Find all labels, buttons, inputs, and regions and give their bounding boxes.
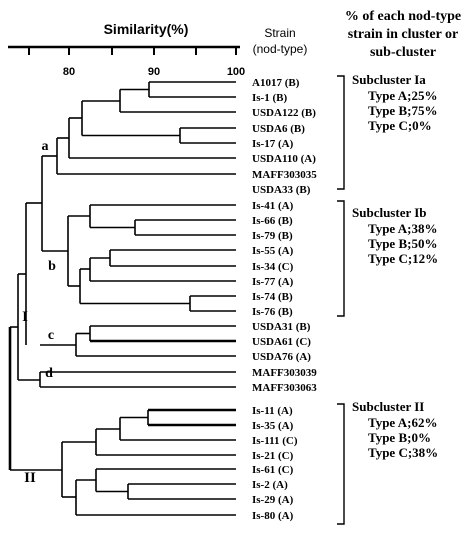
subcluster-title: Subcluster II <box>352 399 424 414</box>
bracket-Ib <box>337 200 345 317</box>
type-percentage: Type C;38% <box>368 445 438 460</box>
type-percentage: Type A;38% <box>368 221 437 236</box>
strain-label: Is-21 (C) <box>252 450 294 462</box>
axis-tick-label-90: 90 <box>148 66 160 78</box>
bracket-Ia <box>337 75 345 190</box>
strain-label: A1017 (B) <box>252 77 300 89</box>
cluster-label-I: I <box>22 309 28 325</box>
strain-label: Is-80 (A) <box>252 510 294 522</box>
similarity-axis: Similarity(%) 80 90 100 <box>8 21 245 78</box>
axis-tick-label-100: 100 <box>227 66 245 78</box>
strain-label: Is-41 (A) <box>252 200 294 212</box>
percent-header-line: % of each nod-type <box>345 9 461 24</box>
strain-label: USDA76 (A) <box>252 351 311 363</box>
cluster-label-d: d <box>45 366 53 381</box>
strain-label: Is-111 (C) <box>252 435 298 447</box>
subcluster-Ib-summary: Subcluster Ib Type A;38% Type B;50% Type… <box>352 205 438 266</box>
cluster-label-II: II <box>24 470 36 486</box>
strain-label: USDA6 (B) <box>252 123 305 135</box>
strain-label: Is-77 (A) <box>252 276 294 288</box>
strain-label: USDA110 (A) <box>252 153 316 165</box>
subcluster-title: Subcluster Ib <box>352 205 427 220</box>
strain-label: Is-17 (A) <box>252 138 294 150</box>
strain-label: Is-34 (C) <box>252 261 294 273</box>
type-percentage: Type B;75% <box>368 103 437 118</box>
subcluster-II-summary: Subcluster II Type A;62% Type B;0% Type … <box>352 399 438 460</box>
strain-label: MAFF303035 <box>252 169 317 181</box>
type-percentage: Type A;62% <box>368 415 437 430</box>
strain-label: USDA33 (B) <box>252 184 311 196</box>
strain-label: USDA122 (B) <box>252 107 316 119</box>
strain-label: USDA31 (B) <box>252 321 311 333</box>
strain-label: USDA61 (C) <box>252 336 311 348</box>
subcluster-title: Subcluster Ia <box>352 72 426 87</box>
strain-label: Is-11 (A) <box>252 405 293 417</box>
strain-header: Strain <box>264 26 295 40</box>
cluster-label-b: b <box>48 259 56 274</box>
type-percentage: Type B;0% <box>368 430 431 445</box>
percent-header-line: strain in cluster or <box>348 27 459 42</box>
axis-title: Similarity(%) <box>104 21 189 37</box>
cluster-labels: a b c d I II <box>22 139 56 486</box>
strain-label: Is-61 (C) <box>252 464 294 476</box>
strain-label: Is-76 (B) <box>252 306 293 318</box>
strain-label: Is-35 (A) <box>252 420 294 432</box>
strain-label: Is-55 (A) <box>252 245 294 257</box>
strain-label: Is-2 (A) <box>252 479 288 491</box>
strain-label: MAFF303039 <box>252 367 317 379</box>
strain-label: Is-66 (B) <box>252 215 293 227</box>
type-percentage: Type C;12% <box>368 251 438 266</box>
cluster-label-c: c <box>48 328 54 343</box>
type-percentage: Type B;50% <box>368 236 437 251</box>
strain-label: Is-79 (B) <box>252 230 293 242</box>
strain-label: Is-74 (B) <box>252 291 293 303</box>
strain-list: A1017 (B) Is-1 (B) USDA122 (B) USDA6 (B)… <box>252 77 317 522</box>
type-percentage: Type A;25% <box>368 88 437 103</box>
type-percentage: Type C;0% <box>368 118 432 133</box>
axis-tick-label-80: 80 <box>63 66 75 78</box>
bracket-II <box>337 403 345 525</box>
strain-column-header: Strain (nod-type) <box>253 26 308 56</box>
nod-type-header: (nod-type) <box>253 42 308 56</box>
strain-label: Is-1 (B) <box>252 92 287 104</box>
percent-column-header: % of each nod-type strain in cluster or … <box>345 9 461 60</box>
strain-label: MAFF303063 <box>252 382 317 394</box>
cluster-label-a: a <box>42 139 49 154</box>
dendrogram-tree <box>8 81 236 516</box>
percent-header-line: sub-cluster <box>370 45 436 60</box>
subcluster-Ia-summary: Subcluster Ia Type A;25% Type B;75% Type… <box>352 72 437 133</box>
subcluster-brackets <box>337 75 345 525</box>
strain-label: Is-29 (A) <box>252 494 294 506</box>
